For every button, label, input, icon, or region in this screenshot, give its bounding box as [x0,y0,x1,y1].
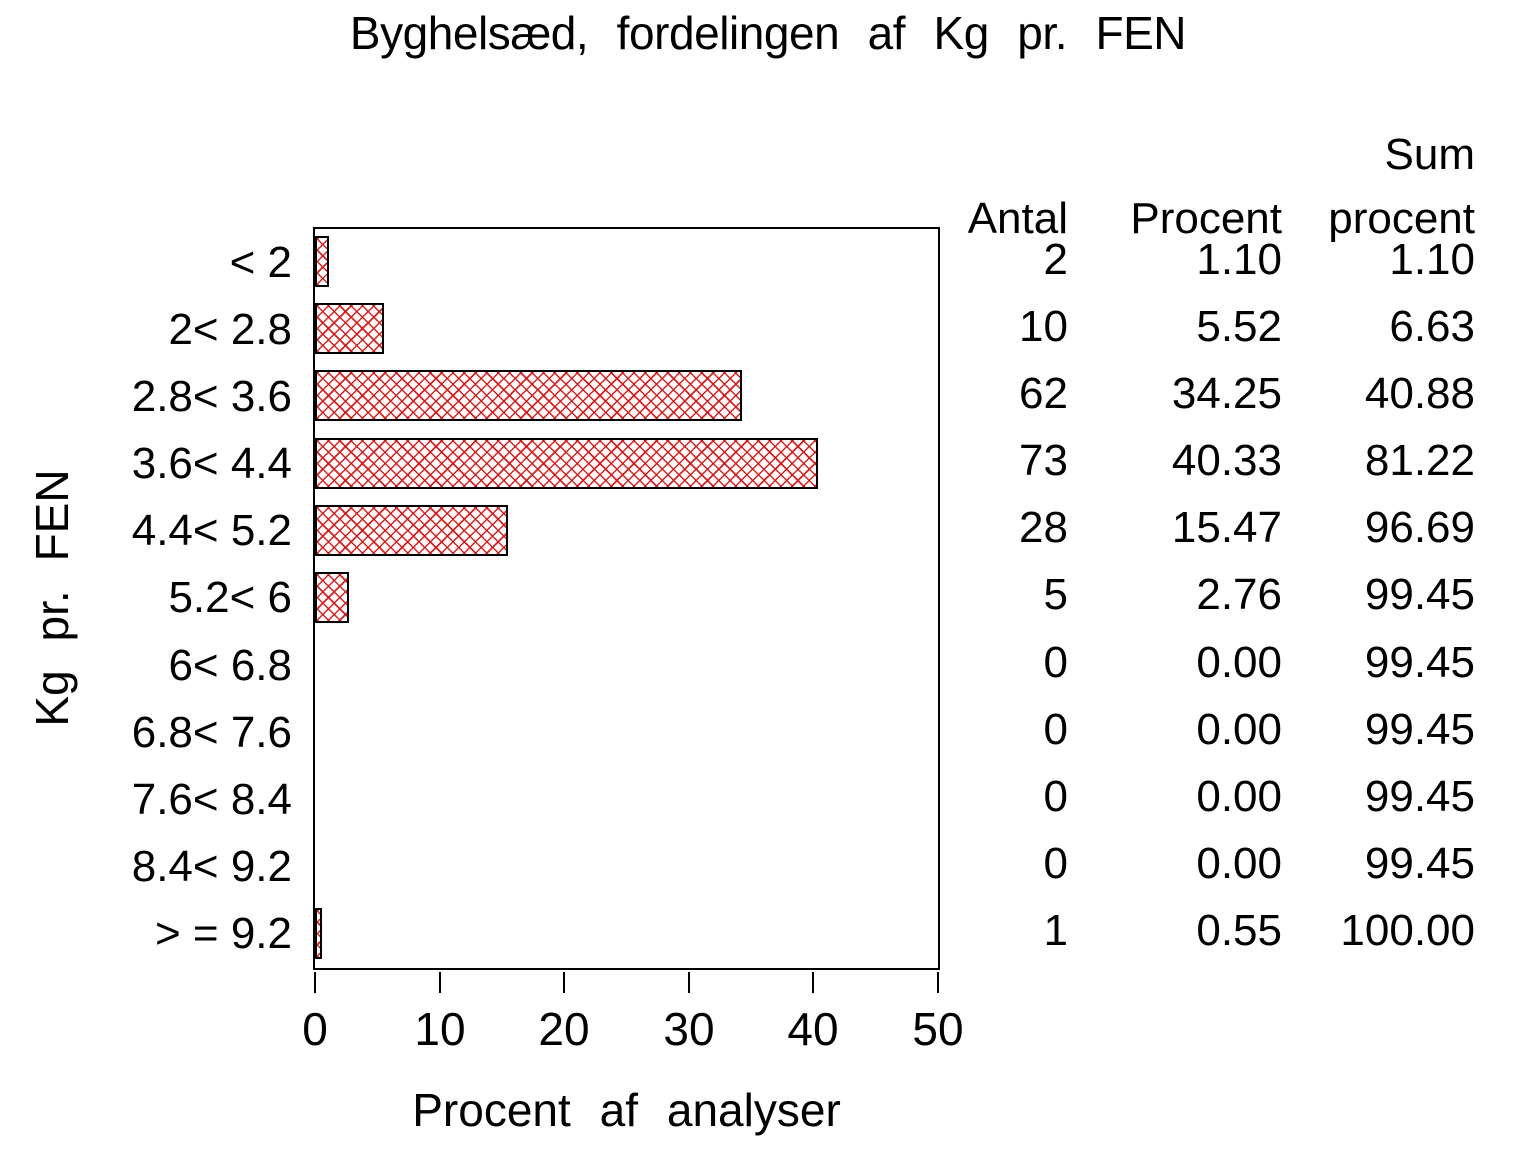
bar-2 [315,370,742,422]
procent-value-1: 5.52 [1196,301,1282,351]
column-sumprocent: 1.10 6.63 40.88 81.22 96.69 99.45 99.45 99.45 99… [1255,227,1475,970]
x-tick-label-30: 30 [663,1003,715,1055]
x-tick-mark-30 [688,972,690,993]
x-axis-label: Procent af analyser [412,1084,841,1136]
procent-value-6: 0.00 [1196,637,1282,687]
sum-value-9: 99.45 [1364,839,1475,889]
category-label-2: 2.8< 3.6 [131,371,292,421]
bar-1 [315,303,384,355]
sum-value-8: 99.45 [1364,771,1475,821]
procent-value-5: 2.76 [1196,570,1282,620]
bar-10 [315,907,322,959]
sum-value-10: 100.00 [1340,906,1475,956]
x-tick-label-20: 20 [538,1003,590,1055]
x-tick-mark-20 [563,972,565,993]
procent-value-10: 0.55 [1196,906,1282,956]
sum-value-7: 99.45 [1364,704,1475,754]
sum-value-1: 6.63 [1389,301,1475,351]
sum-value-5: 99.45 [1364,570,1475,620]
column-header-sum-line2: procent [1328,194,1475,243]
bar-4 [315,504,508,556]
x-tick-label-50: 50 [912,1003,964,1055]
category-label-9: 8.4< 9.2 [131,842,292,892]
column-procent: 1.10 5.52 34.25 40.33 15.47 2.76 0.00 0.00 0.00 0… [1062,227,1282,970]
sum-value-3: 81.22 [1364,436,1475,486]
bar-5 [315,571,349,623]
procent-value-9: 0.00 [1196,839,1282,889]
plot-area [313,227,940,970]
procent-value-8: 0.00 [1196,771,1282,821]
sum-value-6: 99.45 [1364,637,1475,687]
procent-value-0: 1.10 [1196,234,1282,284]
x-tick-label-40: 40 [787,1003,839,1055]
x-tick-mark-50 [937,972,939,993]
chart-title: Byghelsæd, fordelingen af Kg pr. FEN [349,7,1187,59]
sum-value-4: 96.69 [1364,503,1475,553]
category-label-4: 4.4< 5.2 [131,506,292,556]
procent-value-3: 40.33 [1171,436,1282,486]
category-label-6: 6< 6.8 [168,640,292,690]
x-tick-mark-10 [439,972,441,993]
category-label-10: > = 9.2 [154,909,292,959]
category-axis-labels: < 2 2< 2.8 2.8< 3.6 3.6< 4.4 4.4< 5.2 5.2< 6 6… [0,227,292,970]
sum-value-0: 1.10 [1389,234,1475,284]
bar-0 [315,236,329,287]
procent-value-7: 0.00 [1196,704,1282,754]
category-label-5: 5.2< 6 [168,573,292,623]
category-label-7: 6.8< 7.6 [131,707,292,757]
sum-value-2: 40.88 [1364,368,1475,418]
x-tick-label-0: 0 [302,1003,328,1055]
x-axis-ticks: 0 10 20 30 40 50 [302,972,964,1082]
procent-value-2: 34.25 [1171,368,1282,418]
category-label-3: 3.6< 4.4 [131,439,292,489]
x-tick-mark-0 [314,972,316,993]
category-label-0: < 2 [229,237,292,287]
procent-value-4: 15.47 [1171,503,1282,553]
category-label-8: 7.6< 8.4 [131,775,292,825]
category-label-1: 2< 2.8 [168,304,292,354]
x-tick-mark-40 [812,972,814,993]
column-header-procent: Procent [1130,194,1282,243]
bar-3 [315,437,818,489]
column-header-sum-line1: Sum [1384,130,1475,179]
x-tick-label-10: 10 [414,1003,466,1055]
